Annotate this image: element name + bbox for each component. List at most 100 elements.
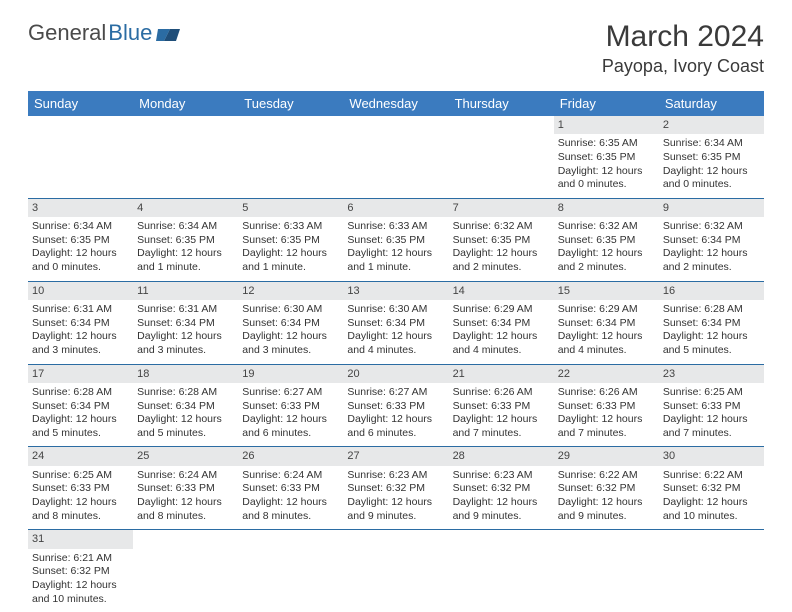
sunset-text: Sunset: 6:34 PM — [137, 317, 234, 331]
sunrise-text: Sunrise: 6:28 AM — [663, 303, 760, 317]
calendar-day-cell: 26Sunrise: 6:24 AMSunset: 6:33 PMDayligh… — [238, 447, 343, 530]
daylight-text: Daylight: 12 hours — [32, 247, 129, 261]
daylight-text: Daylight: 12 hours — [32, 579, 129, 593]
day-number: 28 — [449, 447, 554, 465]
calendar-day-cell — [659, 530, 764, 612]
daylight-text: and 8 minutes. — [32, 510, 129, 524]
sunset-text: Sunset: 6:35 PM — [663, 151, 760, 165]
sunset-text: Sunset: 6:35 PM — [242, 234, 339, 248]
logo: GeneralBlue — [28, 20, 182, 46]
daylight-text: and 5 minutes. — [137, 427, 234, 441]
day-number: 18 — [133, 365, 238, 383]
sunset-text: Sunset: 6:35 PM — [347, 234, 444, 248]
calendar-day-cell: 13Sunrise: 6:30 AMSunset: 6:34 PMDayligh… — [343, 281, 448, 364]
sunset-text: Sunset: 6:34 PM — [137, 400, 234, 414]
sunrise-text: Sunrise: 6:23 AM — [347, 469, 444, 483]
day-number: 3 — [28, 199, 133, 217]
calendar-day-cell: 24Sunrise: 6:25 AMSunset: 6:33 PMDayligh… — [28, 447, 133, 530]
calendar-day-cell: 30Sunrise: 6:22 AMSunset: 6:32 PMDayligh… — [659, 447, 764, 530]
calendar-day-cell: 7Sunrise: 6:32 AMSunset: 6:35 PMDaylight… — [449, 198, 554, 281]
weekday-header: Wednesday — [343, 91, 448, 116]
sunrise-text: Sunrise: 6:33 AM — [347, 220, 444, 234]
sunrise-text: Sunrise: 6:32 AM — [453, 220, 550, 234]
calendar-day-cell — [343, 116, 448, 198]
daylight-text: and 1 minute. — [137, 261, 234, 275]
sunset-text: Sunset: 6:33 PM — [242, 400, 339, 414]
sunset-text: Sunset: 6:32 PM — [32, 565, 129, 579]
sunrise-text: Sunrise: 6:32 AM — [663, 220, 760, 234]
daylight-text: and 0 minutes. — [663, 178, 760, 192]
daylight-text: Daylight: 12 hours — [453, 496, 550, 510]
calendar-day-cell: 25Sunrise: 6:24 AMSunset: 6:33 PMDayligh… — [133, 447, 238, 530]
sunset-text: Sunset: 6:32 PM — [347, 482, 444, 496]
day-number: 27 — [343, 447, 448, 465]
sunset-text: Sunset: 6:32 PM — [663, 482, 760, 496]
day-number: 11 — [133, 282, 238, 300]
calendar-day-cell — [133, 116, 238, 198]
calendar-week-row: 3Sunrise: 6:34 AMSunset: 6:35 PMDaylight… — [28, 198, 764, 281]
sunrise-text: Sunrise: 6:34 AM — [663, 137, 760, 151]
daylight-text: and 9 minutes. — [453, 510, 550, 524]
daylight-text: Daylight: 12 hours — [242, 496, 339, 510]
calendar-week-row: 1Sunrise: 6:35 AMSunset: 6:35 PMDaylight… — [28, 116, 764, 198]
weekday-header: Friday — [554, 91, 659, 116]
day-number: 9 — [659, 199, 764, 217]
day-number: 20 — [343, 365, 448, 383]
calendar-day-cell: 5Sunrise: 6:33 AMSunset: 6:35 PMDaylight… — [238, 198, 343, 281]
daylight-text: and 9 minutes. — [558, 510, 655, 524]
sunrise-text: Sunrise: 6:22 AM — [558, 469, 655, 483]
sunrise-text: Sunrise: 6:30 AM — [347, 303, 444, 317]
calendar-day-cell: 2Sunrise: 6:34 AMSunset: 6:35 PMDaylight… — [659, 116, 764, 198]
daylight-text: and 3 minutes. — [32, 344, 129, 358]
daylight-text: and 1 minute. — [242, 261, 339, 275]
sunrise-text: Sunrise: 6:35 AM — [558, 137, 655, 151]
day-number: 17 — [28, 365, 133, 383]
calendar-day-cell — [133, 530, 238, 612]
calendar-day-cell: 23Sunrise: 6:25 AMSunset: 6:33 PMDayligh… — [659, 364, 764, 447]
day-number: 22 — [554, 365, 659, 383]
header: GeneralBlue March 2024 Payopa, Ivory Coa… — [28, 20, 764, 77]
daylight-text: Daylight: 12 hours — [663, 247, 760, 261]
sunset-text: Sunset: 6:32 PM — [453, 482, 550, 496]
sunrise-text: Sunrise: 6:33 AM — [242, 220, 339, 234]
daylight-text: and 6 minutes. — [242, 427, 339, 441]
day-number: 19 — [238, 365, 343, 383]
daylight-text: Daylight: 12 hours — [558, 413, 655, 427]
daylight-text: and 0 minutes. — [558, 178, 655, 192]
sunrise-text: Sunrise: 6:27 AM — [347, 386, 444, 400]
calendar-day-cell: 12Sunrise: 6:30 AMSunset: 6:34 PMDayligh… — [238, 281, 343, 364]
day-number: 8 — [554, 199, 659, 217]
calendar-day-cell: 1Sunrise: 6:35 AMSunset: 6:35 PMDaylight… — [554, 116, 659, 198]
logo-text-general: General — [28, 20, 106, 46]
calendar-table: Sunday Monday Tuesday Wednesday Thursday… — [28, 91, 764, 612]
daylight-text: and 1 minute. — [347, 261, 444, 275]
daylight-text: Daylight: 12 hours — [663, 496, 760, 510]
day-number: 29 — [554, 447, 659, 465]
day-number: 23 — [659, 365, 764, 383]
daylight-text: and 6 minutes. — [347, 427, 444, 441]
calendar-day-cell: 27Sunrise: 6:23 AMSunset: 6:32 PMDayligh… — [343, 447, 448, 530]
calendar-day-cell: 22Sunrise: 6:26 AMSunset: 6:33 PMDayligh… — [554, 364, 659, 447]
day-number: 2 — [659, 116, 764, 134]
calendar-day-cell: 18Sunrise: 6:28 AMSunset: 6:34 PMDayligh… — [133, 364, 238, 447]
sunrise-text: Sunrise: 6:25 AM — [663, 386, 760, 400]
logo-text-blue: Blue — [108, 20, 152, 46]
calendar-day-cell: 28Sunrise: 6:23 AMSunset: 6:32 PMDayligh… — [449, 447, 554, 530]
daylight-text: Daylight: 12 hours — [453, 330, 550, 344]
daylight-text: Daylight: 12 hours — [663, 330, 760, 344]
day-number: 7 — [449, 199, 554, 217]
title-block: March 2024 Payopa, Ivory Coast — [602, 20, 764, 77]
day-number: 31 — [28, 530, 133, 548]
day-number: 15 — [554, 282, 659, 300]
calendar-day-cell: 29Sunrise: 6:22 AMSunset: 6:32 PMDayligh… — [554, 447, 659, 530]
sunset-text: Sunset: 6:33 PM — [663, 400, 760, 414]
day-number: 10 — [28, 282, 133, 300]
calendar-day-cell — [238, 530, 343, 612]
day-number: 24 — [28, 447, 133, 465]
sunset-text: Sunset: 6:33 PM — [453, 400, 550, 414]
sunset-text: Sunset: 6:34 PM — [558, 317, 655, 331]
calendar-day-cell: 11Sunrise: 6:31 AMSunset: 6:34 PMDayligh… — [133, 281, 238, 364]
daylight-text: and 7 minutes. — [663, 427, 760, 441]
daylight-text: Daylight: 12 hours — [137, 496, 234, 510]
sunrise-text: Sunrise: 6:31 AM — [32, 303, 129, 317]
